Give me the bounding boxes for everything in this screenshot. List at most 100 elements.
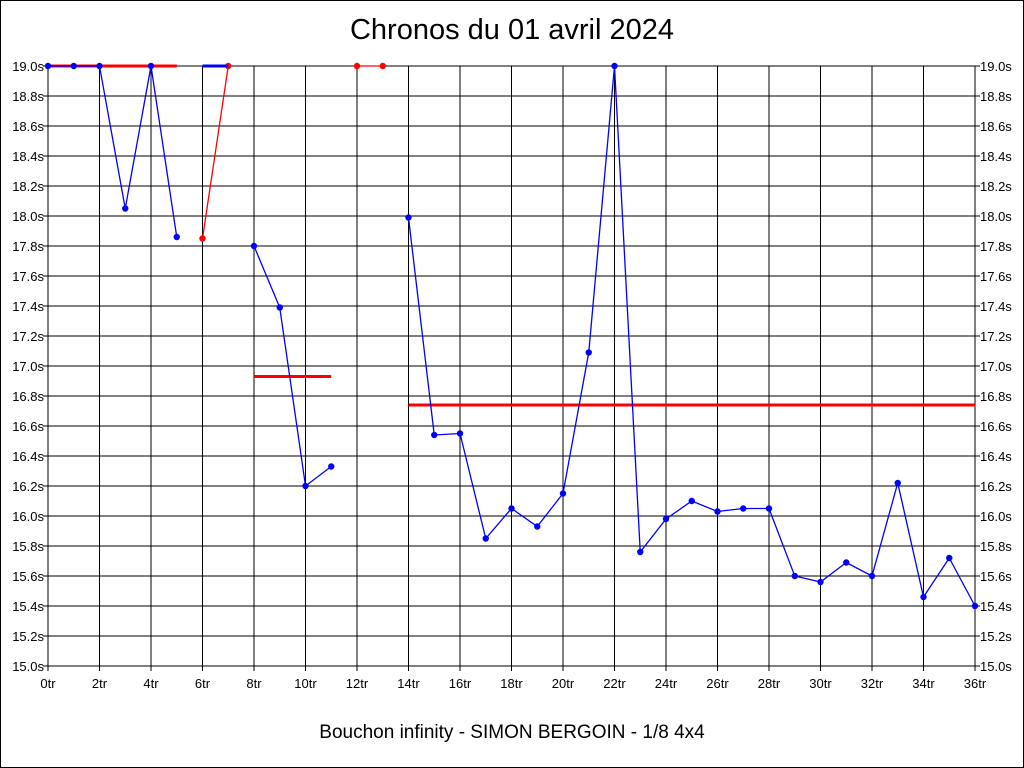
data-point: [199, 235, 206, 242]
y-tick-label-right: 18.0s: [980, 209, 1012, 224]
x-tick-label: 28tr: [758, 676, 781, 691]
y-tick-label-left: 17.2s: [12, 329, 44, 344]
x-tick-label: 18tr: [500, 676, 523, 691]
data-point: [44, 62, 52, 70]
y-tick-label-left: 18.8s: [12, 89, 44, 104]
y-tick-label-right: 18.4s: [980, 149, 1012, 164]
x-tick-label: 2tr: [92, 676, 108, 691]
data-point: [147, 62, 155, 70]
chart-title: Chronos du 01 avril 2024: [349, 14, 675, 46]
y-tick-label-left: 17.0s: [12, 359, 44, 374]
data-point: [534, 523, 541, 530]
y-tick-label-left: 16.8s: [12, 389, 44, 404]
data-point: [971, 602, 979, 610]
data-point: [894, 479, 901, 487]
data-point: [302, 482, 309, 490]
x-tick-label: 4tr: [143, 676, 159, 691]
x-tick-label: 32tr: [861, 676, 884, 691]
data-point: [662, 515, 670, 523]
data-point: [482, 535, 489, 542]
y-tick-label-left: 16.4s: [12, 449, 44, 464]
y-tick-label-right: 17.6s: [980, 269, 1012, 284]
data-point: [276, 304, 283, 311]
x-tick-label: 36tr: [964, 676, 987, 691]
y-tick-label-left: 15.2s: [12, 629, 44, 644]
data-point: [920, 593, 927, 601]
data-point: [173, 233, 180, 241]
series-line: [48, 65, 178, 238]
data-point: [765, 505, 773, 512]
data-point: [946, 554, 953, 562]
data-point: [405, 214, 412, 221]
data-point: [250, 242, 258, 250]
y-tick-label-left: 17.6s: [12, 269, 44, 284]
y-tick-label-right: 19.0s: [980, 59, 1012, 74]
y-tick-label-left: 15.0s: [12, 659, 44, 674]
x-tick-label: 34tr: [912, 676, 935, 691]
y-tick-label-right: 15.2s: [980, 629, 1012, 644]
y-tick-label-left: 18.4s: [12, 149, 44, 164]
data-point: [791, 572, 798, 580]
x-tick-label: 24tr: [655, 676, 678, 691]
y-tick-label-left: 18.2s: [12, 179, 44, 194]
data-point: [740, 505, 747, 512]
y-tick-label-right: 15.8s: [980, 539, 1012, 554]
y-tick-label-left: 18.6s: [12, 119, 44, 134]
x-tick-label: 16tr: [449, 676, 472, 691]
y-tick-label-right: 16.8s: [980, 389, 1012, 404]
data-point: [688, 497, 695, 505]
y-tick-label-left: 16.6s: [12, 419, 44, 434]
data-point: [96, 62, 103, 70]
x-tick-label: 20tr: [552, 676, 575, 691]
series-line: [253, 245, 332, 488]
data-point: [379, 62, 386, 70]
y-tick-label-right: 16.0s: [980, 509, 1012, 524]
data-point: [122, 205, 129, 212]
y-tick-label-right: 17.0s: [980, 359, 1012, 374]
data-point: [328, 463, 335, 470]
data-point: [508, 505, 515, 512]
y-tick-label-right: 17.4s: [980, 299, 1012, 314]
y-tick-label-left: 17.8s: [12, 239, 44, 254]
y-tick-label-left: 18.0s: [12, 209, 44, 224]
y-tick-label-left: 15.4s: [12, 599, 44, 614]
chart-caption: Bouchon infinity - SIMON BERGOIN - 1/8 4…: [319, 722, 705, 743]
y-tick-label-left: 16.0s: [12, 509, 44, 524]
data-point: [70, 62, 77, 70]
x-tick-label: 22tr: [603, 676, 626, 691]
y-tick-label-right: 16.4s: [980, 449, 1012, 464]
y-tick-label-right: 18.6s: [980, 119, 1012, 134]
data-point: [431, 431, 438, 439]
x-tick-label: 30tr: [809, 676, 832, 691]
data-point: [456, 430, 464, 437]
x-tick-label: 6tr: [195, 676, 211, 691]
y-tick-label-right: 16.6s: [980, 419, 1012, 434]
y-tick-label-left: 19.0s: [12, 59, 44, 74]
y-tick-label-left: 15.8s: [12, 539, 44, 554]
y-tick-label-right: 17.8s: [980, 239, 1012, 254]
data-point: [353, 62, 361, 70]
y-tick-label-right: 15.4s: [980, 599, 1012, 614]
x-tick-label: 8tr: [246, 676, 262, 691]
y-tick-label-left: 15.6s: [12, 569, 44, 584]
y-tick-label-left: 16.2s: [12, 479, 44, 494]
y-tick-label-right: 15.6s: [980, 569, 1012, 584]
data-point: [611, 62, 618, 70]
data-point: [559, 490, 567, 497]
data-point: [585, 349, 592, 356]
y-tick-label-right: 18.2s: [980, 179, 1012, 194]
data-point: [817, 578, 824, 586]
y-tick-label-left: 17.4s: [12, 299, 44, 314]
data-point: [637, 548, 644, 556]
series-line: [201, 65, 229, 239]
x-tick-label: 0tr: [40, 676, 56, 691]
data-point: [714, 508, 721, 515]
y-tick-label-right: 15.0s: [980, 659, 1012, 674]
x-tick-label: 12tr: [346, 676, 369, 691]
data-point: [868, 572, 876, 580]
y-tick-label-right: 18.8s: [980, 89, 1012, 104]
x-tick-label: 14tr: [397, 676, 420, 691]
y-tick-label-right: 16.2s: [980, 479, 1012, 494]
x-tick-label: 26tr: [706, 676, 729, 691]
